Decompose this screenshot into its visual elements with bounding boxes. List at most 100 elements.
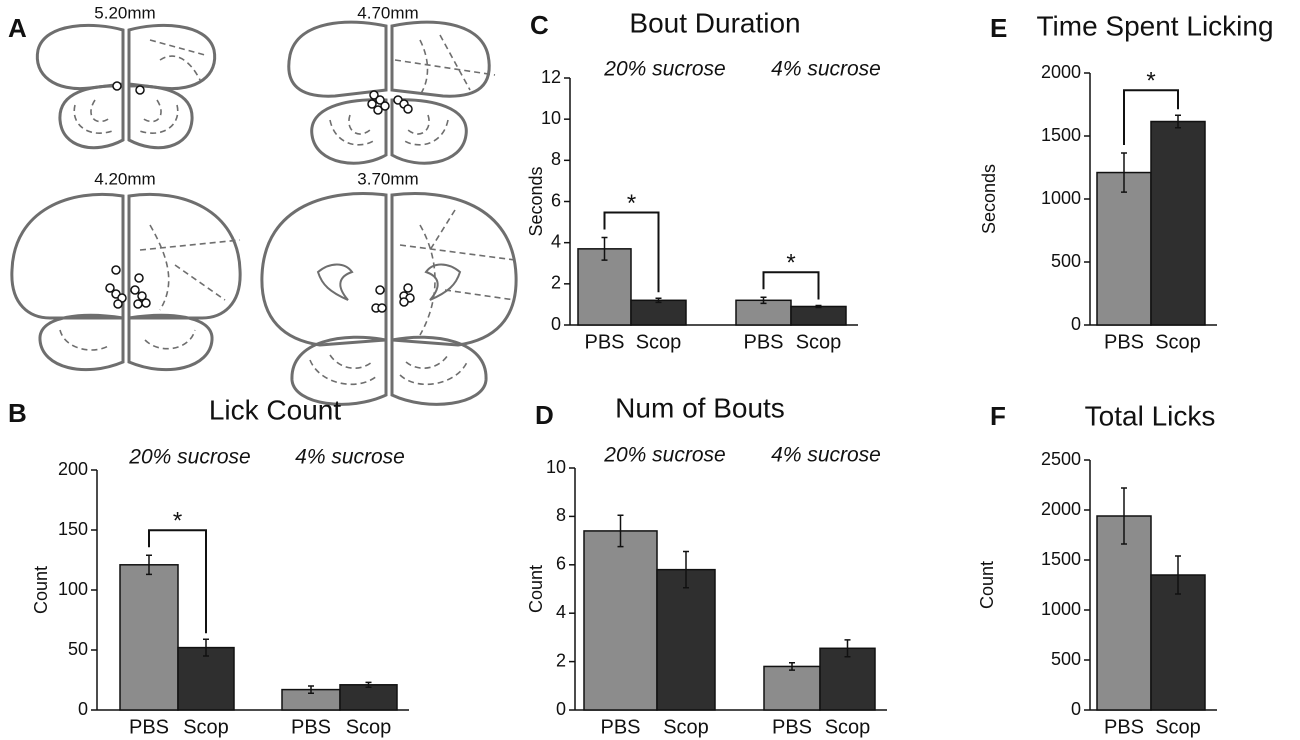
panel-label: C — [530, 10, 549, 40]
y-tick-label: 8 — [556, 505, 566, 525]
y-tick-label: 2 — [556, 650, 566, 670]
bar — [339, 684, 398, 711]
x-tick-label: PBS — [772, 716, 812, 738]
brain-section — [35, 23, 217, 150]
error-bar — [308, 685, 314, 694]
significance-label: * — [627, 190, 636, 217]
bar — [583, 530, 658, 711]
significance-label: * — [1146, 68, 1155, 95]
bar — [819, 647, 876, 711]
y-axis-label: Seconds — [526, 166, 546, 236]
error-bar — [760, 296, 767, 305]
x-tick-label: PBS — [743, 331, 783, 353]
error-bar — [815, 304, 822, 309]
section-label: 5.20mm — [94, 3, 155, 22]
y-tick-label: 6 — [551, 190, 561, 210]
chart-title: Lick Count — [209, 394, 342, 425]
error-bar — [1175, 555, 1181, 595]
y-tick-label: 10 — [546, 457, 566, 477]
bar — [177, 646, 235, 711]
y-tick-label: 2000 — [1041, 62, 1081, 82]
x-tick-label: Scop — [346, 716, 392, 738]
x-tick-label: Scop — [636, 331, 682, 353]
y-tick-label: 1500 — [1041, 549, 1081, 569]
significance-bracket — [148, 529, 207, 634]
chart-title: Total Licks — [1085, 400, 1216, 431]
error-bar — [683, 550, 689, 589]
error-bar — [146, 554, 152, 576]
y-tick-label: 2 — [551, 273, 561, 293]
y-tick-label: 2000 — [1041, 499, 1081, 519]
y-tick-label: 1500 — [1041, 125, 1081, 145]
brain-section — [260, 192, 518, 406]
chart-title: Time Spent Licking — [1036, 10, 1273, 41]
section-label: 4.70mm — [357, 3, 418, 22]
group-label: 4% sucrose — [771, 58, 881, 81]
y-tick-label: 4 — [556, 602, 566, 622]
bar — [763, 665, 821, 711]
y-tick-label: 200 — [58, 459, 88, 479]
bar — [790, 305, 847, 326]
x-tick-label: Scop — [796, 331, 842, 353]
bar — [577, 248, 632, 326]
y-tick-label: 10 — [541, 108, 561, 128]
bar — [1150, 120, 1206, 326]
x-tick-label: Scop — [183, 716, 229, 738]
x-tick-label: PBS — [291, 716, 331, 738]
y-tick-label: 500 — [1051, 251, 1081, 271]
significance-bracket — [603, 211, 660, 293]
x-tick-label: PBS — [1104, 331, 1144, 353]
chart-title: Num of Bouts — [615, 392, 785, 423]
x-tick-label: Scop — [663, 716, 709, 738]
bar — [630, 299, 687, 326]
y-tick-label: 0 — [78, 699, 88, 719]
x-tick-label: Scop — [1155, 331, 1201, 353]
panel-label: D — [535, 400, 554, 430]
section-label: 4.20mm — [94, 169, 155, 188]
brain-section — [10, 192, 242, 372]
error-bar — [203, 638, 209, 657]
significance-label: * — [786, 250, 795, 277]
error-bar — [844, 639, 851, 658]
y-axis-label: Seconds — [979, 164, 999, 234]
x-tick-label: PBS — [129, 716, 169, 738]
y-axis-label: Count — [31, 566, 51, 614]
significance-label: * — [173, 508, 182, 535]
significance-bracket — [762, 271, 820, 300]
panel-label: A — [8, 13, 27, 43]
bar — [119, 564, 179, 711]
y-tick-label: 0 — [1071, 314, 1081, 334]
bar — [656, 568, 716, 711]
panel-label: B — [8, 398, 27, 428]
error-bar — [789, 662, 795, 671]
panel-label: E — [990, 13, 1007, 43]
error-bar — [617, 514, 624, 548]
x-tick-label: Scop — [825, 716, 871, 738]
y-tick-label: 0 — [556, 699, 566, 719]
x-tick-label: Scop — [1155, 716, 1201, 738]
section-label: 3.70mm — [357, 169, 418, 188]
y-tick-label: 1000 — [1041, 188, 1081, 208]
error-bar — [365, 681, 372, 688]
group-label: 20% sucrose — [603, 444, 725, 467]
bar — [1096, 171, 1152, 326]
error-bar — [601, 236, 608, 261]
x-tick-label: PBS — [1104, 716, 1144, 738]
y-tick-label: 150 — [58, 519, 88, 539]
y-tick-label: 500 — [1051, 649, 1081, 669]
y-tick-label: 1000 — [1041, 599, 1081, 619]
y-tick-label: 6 — [556, 554, 566, 574]
y-tick-label: 12 — [541, 67, 561, 87]
y-tick-label: 0 — [551, 314, 561, 334]
y-tick-label: 4 — [551, 231, 561, 251]
x-tick-label: PBS — [584, 331, 624, 353]
brain-section — [287, 20, 496, 165]
y-tick-label: 8 — [551, 149, 561, 169]
x-tick-label: PBS — [600, 716, 640, 738]
panel-label: F — [990, 401, 1006, 431]
bar — [735, 299, 792, 326]
group-label: 4% sucrose — [771, 444, 881, 467]
bar — [1150, 574, 1206, 711]
y-tick-label: 50 — [68, 639, 88, 659]
